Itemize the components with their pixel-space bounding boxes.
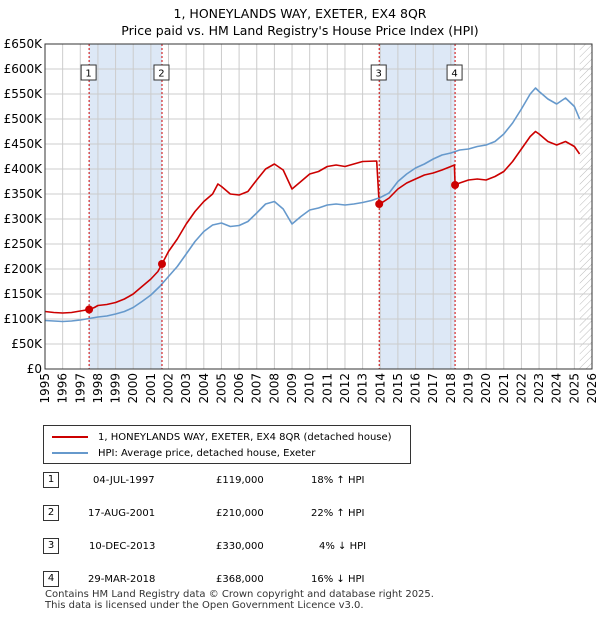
x-tick-label: 2006 — [232, 373, 246, 404]
sale-label-box — [153, 64, 170, 81]
sale-row: 1 04-JUL-1997 £119,000 18% ↑ HPI — [43, 472, 443, 492]
x-tick-label: 2020 — [479, 373, 493, 404]
x-tick-label: 2018 — [444, 373, 458, 404]
sale-number-box: 4 — [43, 571, 59, 587]
x-tick-label: 1999 — [109, 373, 123, 404]
sale-row: 4 29-MAR-2018 £368,000 16% ↓ HPI — [43, 571, 443, 591]
x-tick-label: 2002 — [162, 373, 176, 404]
title-line-1: 1, HONEYLANDS WAY, EXETER, EX4 8QR — [173, 6, 427, 21]
sale-row: 3 10-DEC-2013 £330,000 4% ↓ HPI — [43, 538, 443, 558]
x-tick-label: 2019 — [461, 373, 475, 404]
title-line-2: Price paid vs. HM Land Registry's House … — [121, 23, 479, 38]
y-tick-label: £100K — [4, 312, 44, 326]
x-tick-label: 2015 — [391, 373, 405, 404]
x-tick-label: 2004 — [197, 373, 211, 404]
x-tick-label: 2025 — [567, 373, 581, 404]
y-tick-label: £350K — [4, 187, 44, 201]
sale-price: £330,000 — [216, 541, 264, 552]
sale-hpi-diff: 22% ↑ HPI — [311, 508, 365, 519]
y-tick-label: £650K — [4, 37, 44, 51]
legend-swatch-hpi — [52, 452, 88, 454]
y-tick-label: £300K — [4, 212, 44, 226]
y-tick-label: £600K — [4, 62, 44, 76]
sale-hpi-diff: 18% ↑ HPI — [311, 475, 365, 486]
sale-price: £119,000 — [216, 475, 264, 486]
sale-date: 04-JUL-1997 — [93, 475, 155, 486]
sale-label-number: 3 — [376, 69, 382, 80]
x-tick-label: 2012 — [338, 373, 352, 404]
y-tick-label: £150K — [4, 287, 44, 301]
y-tick-label: £500K — [4, 112, 44, 126]
sale-price: £210,000 — [216, 508, 264, 519]
x-tick-label: 1998 — [91, 373, 105, 404]
footer-copyright: Contains HM Land Registry data © Crown c… — [45, 589, 434, 600]
x-tick-label: 1997 — [73, 373, 87, 404]
y-tick-label: £50K — [11, 337, 43, 351]
y-tick-label: £550K — [4, 87, 44, 101]
x-tick-label: 1995 — [38, 373, 52, 404]
footer: Contains HM Land Registry data © Crown c… — [45, 589, 434, 611]
plot-frame — [44, 43, 593, 370]
y-tick-label: £0 — [27, 362, 42, 376]
sale-number-box: 2 — [43, 505, 59, 521]
series-line-hpi — [44, 87, 581, 323]
legend-label-hpi: HPI: Average price, detached house, Exet… — [98, 447, 316, 459]
price-chart: 1 2 3 4 £0 £50K £100K £150K £200K £250K £300K £350… — [4, 37, 599, 404]
x-tick-label: 1996 — [56, 373, 70, 404]
sale-date: 10-DEC-2013 — [89, 541, 156, 552]
sale-label-box — [446, 64, 463, 81]
x-tick-label: 2022 — [514, 373, 528, 404]
legend: 1, HONEYLANDS WAY, EXETER, EX4 8QR (deta… — [43, 425, 411, 464]
sale-hpi-diff: 16% ↓ HPI — [311, 574, 365, 585]
chart-title: 1, HONEYLANDS WAY, EXETER, EX4 8QR Price… — [0, 5, 600, 39]
sale-price: £368,000 — [216, 574, 264, 585]
x-tick-label: 2013 — [356, 373, 370, 404]
sale-date: 17-AUG-2001 — [88, 508, 156, 519]
x-tick-label: 2010 — [303, 373, 317, 404]
legend-item-hpi: HPI: Average price, detached house, Exet… — [52, 446, 315, 460]
sale-label-number: 2 — [158, 69, 164, 80]
x-tick-label: 2017 — [426, 373, 440, 404]
sale-point — [375, 200, 384, 208]
sale-row: 2 17-AUG-2001 £210,000 22% ↑ HPI — [43, 505, 443, 525]
x-tick-label: 2023 — [532, 373, 546, 404]
x-tick-label: 2014 — [373, 373, 387, 404]
x-tick-label: 2005 — [214, 373, 228, 404]
shaded-period — [379, 44, 456, 369]
y-tick-label: £250K — [4, 237, 44, 251]
sale-label-box — [370, 64, 387, 81]
sale-point — [451, 181, 460, 189]
sale-date: 29-MAR-2018 — [88, 574, 156, 585]
sale-hpi-diff: 4% ↓ HPI — [319, 541, 367, 552]
sale-label-box — [80, 64, 97, 81]
x-tick-label: 2007 — [250, 373, 264, 404]
x-tick-label: 2003 — [179, 373, 193, 404]
x-tick-label: 2021 — [497, 373, 511, 404]
x-tick-label: 2001 — [144, 373, 158, 404]
forecast-hatch — [579, 44, 592, 369]
y-tick-label: £450K — [4, 137, 44, 151]
footer-licence: This data is licensed under the Open Gov… — [45, 600, 364, 611]
sale-point — [157, 260, 166, 268]
x-tick-label: 2009 — [285, 373, 299, 404]
sale-number-box: 1 — [43, 472, 59, 488]
legend-swatch-property — [52, 436, 88, 438]
series-line-property — [44, 130, 581, 314]
x-tick-label: 2000 — [126, 373, 140, 404]
y-tick-label: £400K — [4, 162, 44, 176]
x-tick-label: 2008 — [267, 373, 281, 404]
legend-item-property: 1, HONEYLANDS WAY, EXETER, EX4 8QR (deta… — [52, 430, 392, 444]
x-tick-label: 2024 — [550, 373, 564, 404]
x-tick-label: 2011 — [320, 373, 334, 404]
sale-number-box: 3 — [43, 538, 59, 554]
y-tick-label: £200K — [4, 262, 44, 276]
sale-point — [85, 305, 94, 314]
x-tick-label: 2026 — [585, 373, 599, 404]
x-tick-label: 2016 — [409, 373, 423, 404]
sale-label-number: 4 — [451, 69, 457, 80]
sale-label-number: 1 — [85, 69, 91, 80]
legend-label-property: 1, HONEYLANDS WAY, EXETER, EX4 8QR (deta… — [98, 431, 392, 443]
shaded-period — [89, 44, 162, 369]
